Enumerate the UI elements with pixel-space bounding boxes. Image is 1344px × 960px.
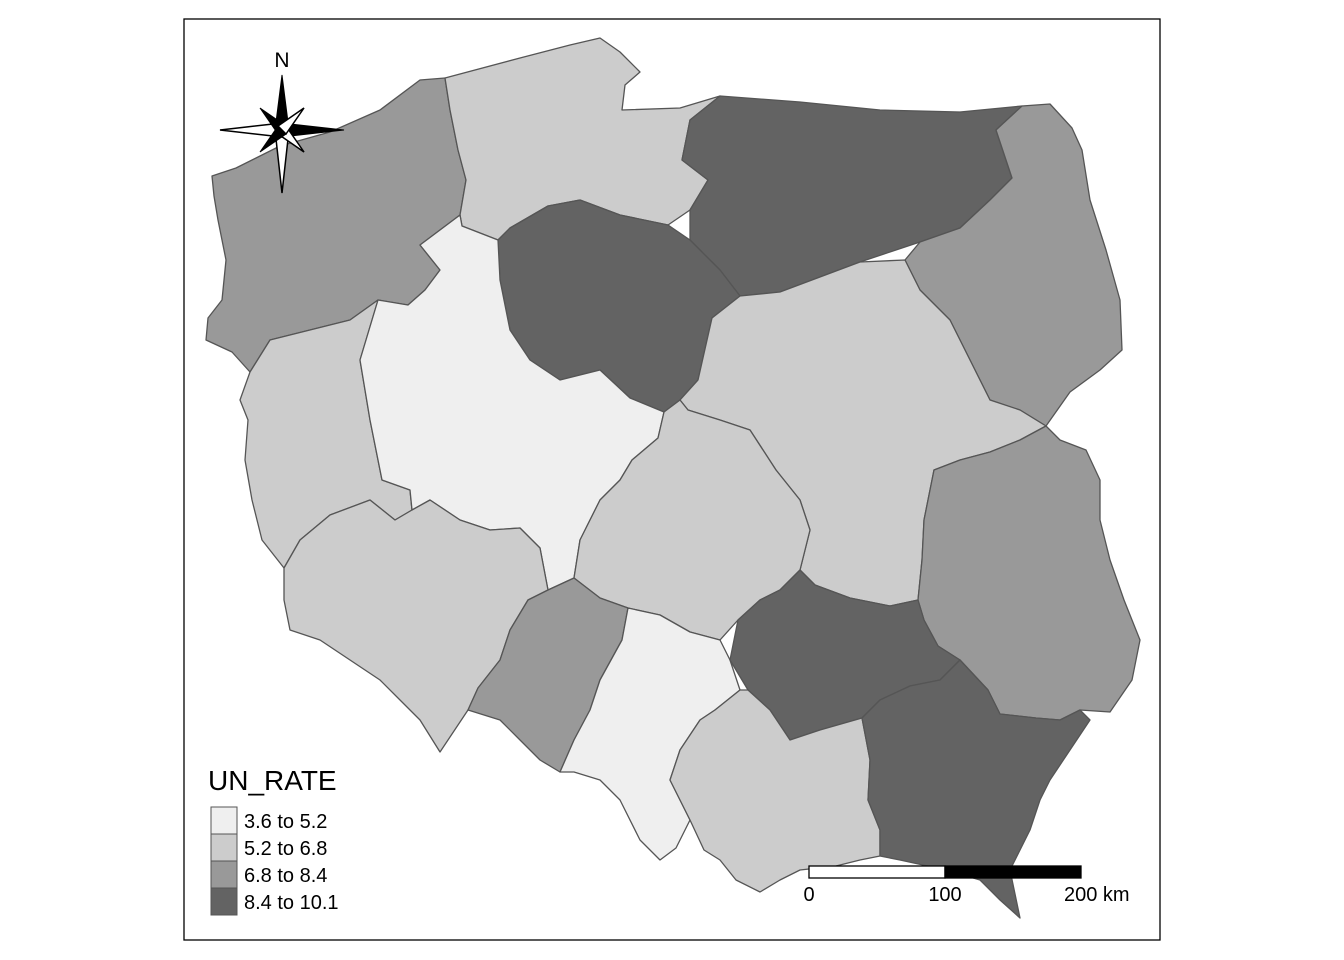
legend-swatch (210, 887, 238, 916)
legend-swatch (210, 833, 238, 862)
voivodeship-regions (205, 37, 1141, 919)
legend-label: 5.2 to 6.8 (244, 838, 327, 860)
legend-label: 6.8 to 8.4 (244, 865, 327, 887)
scale-tick-100: 100 (928, 884, 961, 906)
region-warminsko-mazurskie (681, 95, 1023, 297)
region-lodzkie (573, 399, 811, 641)
region-slaskie (559, 607, 741, 861)
legend-swatch (210, 806, 238, 835)
legend-title: UN_RATE (208, 765, 337, 796)
scale-tick-0: 0 (803, 884, 814, 906)
region-opolskie (467, 577, 629, 773)
scale-bar-segment-black (944, 865, 1082, 879)
scale-bar: 0 100 200 km (803, 865, 1130, 906)
legend-label: 8.4 to 10.1 (244, 892, 339, 914)
north-arrow: N (219, 49, 345, 194)
scale-bar-segment-white (808, 865, 946, 879)
legend-swatch (210, 860, 238, 889)
legend: UN_RATE 3.6 to 5.2 5.2 to 6.8 6.8 to 8.4 8.… (208, 765, 339, 916)
north-arrow-label: N (274, 49, 289, 72)
scale-tick-200-km: 200 km (1064, 884, 1130, 906)
legend-label: 3.6 to 5.2 (244, 811, 327, 833)
region-podkarpackie (861, 659, 1091, 919)
